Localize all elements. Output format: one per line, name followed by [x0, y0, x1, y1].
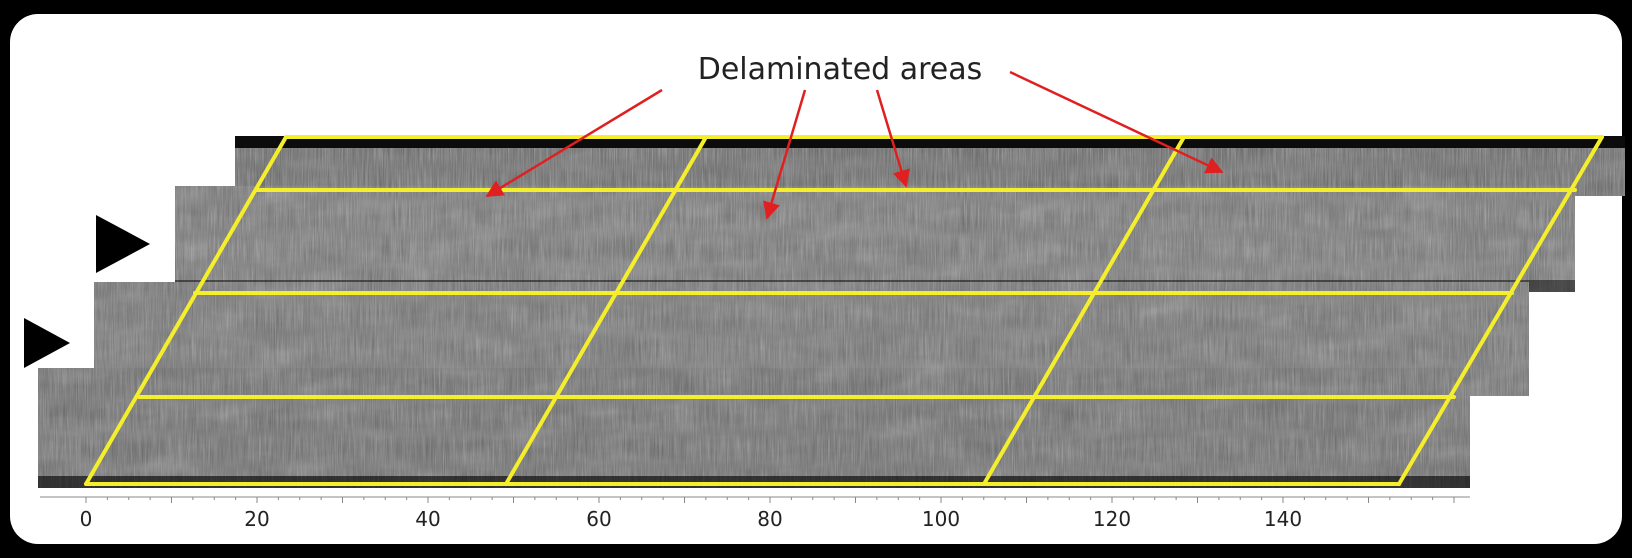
x-axis-ticks	[85, 497, 1455, 503]
x-axis-tick-label: 80	[757, 507, 782, 531]
scan-strip-second	[175, 186, 1575, 292]
scan-start-marker-upper	[96, 215, 150, 273]
grid-line-diagonal-1	[84, 135, 288, 486]
scan-strips	[38, 136, 1625, 488]
x-axis-tick-label: 100	[922, 507, 960, 531]
annotation-arrow-4	[1009, 70, 1224, 174]
annotation-label: Delaminated areas	[698, 52, 983, 87]
x-axis-tick-label: 20	[244, 507, 269, 531]
x-axis-tick-labels: 0 20 40 60 80 100 120 140	[80, 507, 1302, 531]
x-axis-tick-label: 60	[586, 507, 611, 531]
x-axis-tick-label: 140	[1264, 507, 1302, 531]
annotation-arrow-3	[875, 89, 910, 188]
annotation-arrows	[485, 70, 1224, 220]
x-axis: 0 20 40 60 80 100 120 140	[40, 496, 1470, 531]
scan-start-marker-lower	[24, 318, 70, 368]
annotation-arrow-1	[485, 88, 663, 198]
grid-line-diagonal-3	[982, 135, 1186, 486]
annotation-arrow-2	[763, 89, 807, 220]
grid-line-diagonal-4	[1397, 135, 1604, 486]
x-axis-tick-label: 40	[415, 507, 440, 531]
inspection-grid	[84, 135, 1604, 486]
scan-strip-bottom	[38, 368, 1470, 488]
x-axis-tick-label: 0	[80, 507, 93, 531]
grid-line-diagonal-2	[504, 135, 708, 486]
x-axis-tick-label: 120	[1093, 507, 1131, 531]
